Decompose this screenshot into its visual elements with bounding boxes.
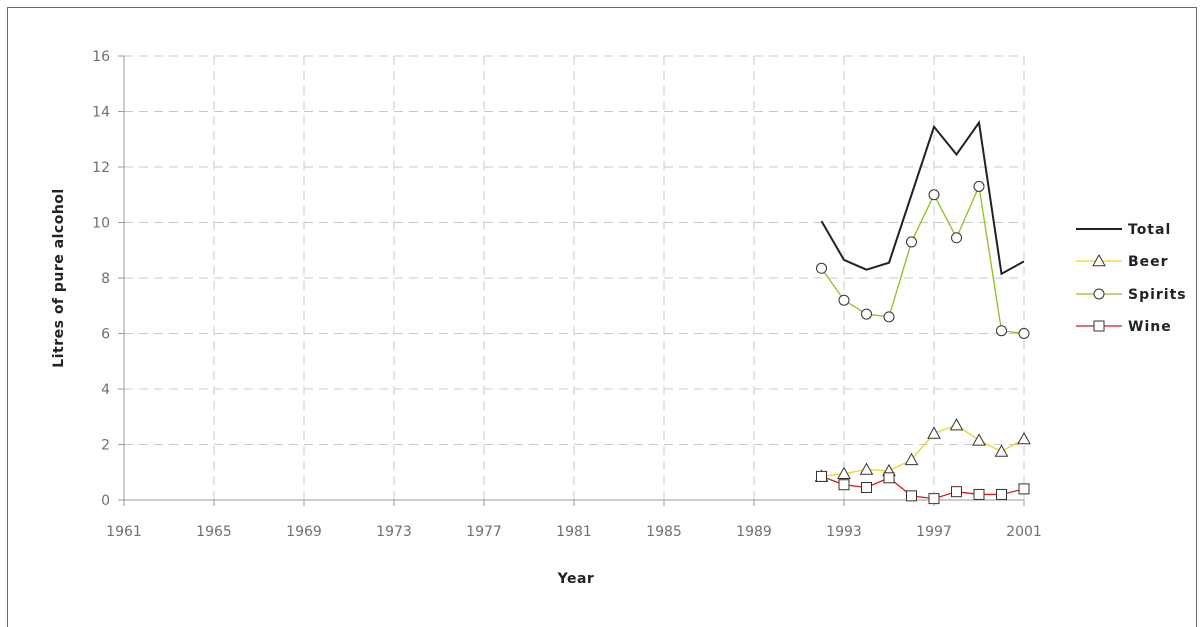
data-point-spirits <box>973 180 985 192</box>
y-tick-label: 16 <box>92 49 110 65</box>
data-point-spirits <box>996 325 1007 337</box>
data-point-wine <box>838 479 850 491</box>
data-point-wine <box>1018 483 1030 495</box>
axes <box>118 55 1025 506</box>
data-point-wine <box>928 493 940 505</box>
data-point-wine <box>973 488 985 500</box>
series-line-spirits <box>820 184 1025 335</box>
y-tick-label: 10 <box>92 216 110 232</box>
data-point-wine <box>883 472 895 484</box>
series-beer <box>814 418 1031 482</box>
data-point-beer <box>927 426 941 439</box>
data-point-spirits <box>928 189 940 201</box>
x-tick-label: 1989 <box>736 524 772 540</box>
data-point-spirits <box>861 308 872 320</box>
x-tick-label: 1961 <box>106 524 142 540</box>
x-tick-label: 1981 <box>556 524 592 540</box>
y-tick-label: 12 <box>92 160 110 176</box>
data-point-spirits <box>906 236 917 248</box>
series-line-total <box>820 119 1025 276</box>
y-axis-title: Litres of pure alcohol <box>51 188 67 367</box>
data-point-spirits <box>951 232 962 244</box>
data-point-beer <box>904 452 919 466</box>
x-tick-label: 1977 <box>466 524 502 540</box>
data-point-wine <box>861 482 872 494</box>
y-tick-labels: 0 2 4 6 8 10 12 14 16 <box>92 49 110 509</box>
y-tick-label: 6 <box>101 327 110 343</box>
legend-item-total: Total <box>1076 222 1171 238</box>
legend-marker-beer <box>1092 253 1106 267</box>
data-point-spirits <box>816 262 827 274</box>
data-point-beer <box>859 462 874 475</box>
legend: Total Beer Spirits Wine <box>1076 222 1187 335</box>
grid <box>124 55 1025 500</box>
legend-item-spirits: Spirits <box>1076 287 1187 303</box>
x-tick-label: 1997 <box>916 524 952 540</box>
legend-item-wine: Wine <box>1076 319 1172 335</box>
y-tick-label: 4 <box>101 382 110 398</box>
y-tick-label: 0 <box>101 493 110 509</box>
data-point-beer <box>949 418 964 431</box>
x-axis-title: Year <box>557 571 595 587</box>
x-tick-label: 1969 <box>286 524 322 540</box>
legend-label-total: Total <box>1128 222 1171 238</box>
series-wine <box>816 470 1030 505</box>
legend-label-wine: Wine <box>1128 319 1172 335</box>
data-point-spirits <box>883 311 895 323</box>
y-tick-label: 2 <box>101 438 110 454</box>
legend-item-beer: Beer <box>1076 253 1169 270</box>
x-tick-label: 1973 <box>376 524 412 540</box>
series-spirits <box>816 180 1030 339</box>
series-line-beer <box>821 424 1025 478</box>
x-tick-label: 1985 <box>646 524 682 540</box>
x-tick-label: 2001 <box>1006 524 1042 540</box>
data-point-beer <box>1017 431 1031 445</box>
legend-label-spirits: Spirits <box>1128 287 1187 303</box>
data-point-spirits <box>838 294 850 306</box>
data-point-beer <box>972 433 986 446</box>
data-point-beer <box>994 444 1009 457</box>
data-point-wine <box>951 486 962 498</box>
y-tick-label: 14 <box>92 105 110 121</box>
chart-frame <box>7 7 1197 627</box>
data-point-spirits <box>1018 328 1030 339</box>
data-point-beer <box>837 466 851 479</box>
x-tick-label: 1965 <box>196 524 232 540</box>
legend-marker-spirits <box>1093 288 1105 300</box>
series-line-wine <box>821 475 1025 500</box>
legend-marker-wine <box>1093 320 1105 332</box>
data-point-wine <box>816 470 827 482</box>
y-tick-label: 8 <box>101 271 110 287</box>
series <box>814 119 1031 505</box>
legend-label-beer: Beer <box>1128 254 1169 270</box>
series-total <box>820 119 1025 276</box>
x-tick-labels: 1961 1965 1969 1973 1977 1981 1985 1989 1993 1997… <box>106 524 1042 540</box>
data-point-wine <box>996 488 1007 500</box>
data-point-wine <box>906 490 917 502</box>
x-tick-label: 1993 <box>826 524 862 540</box>
